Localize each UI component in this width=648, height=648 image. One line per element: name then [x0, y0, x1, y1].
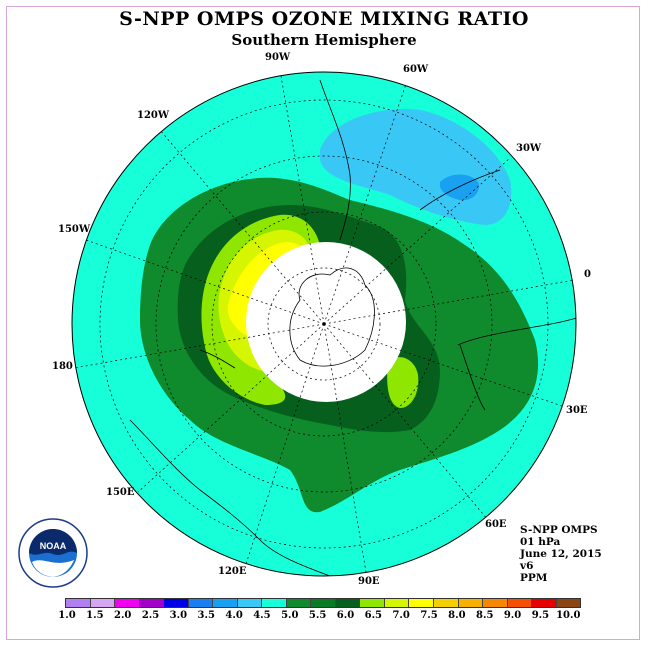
colorbar-segment — [286, 599, 312, 607]
colorbar-segment — [507, 599, 533, 607]
ozone-region-mid-blue — [439, 174, 479, 201]
colorbar-tick-label: 7.0 — [392, 610, 410, 621]
colorbar-tick-label: 3.0 — [169, 610, 188, 621]
lon-label-150w: 150W — [58, 224, 91, 235]
lon-label-30e: 30E — [566, 405, 588, 416]
noaa-logo-icon: NOAA — [18, 518, 88, 588]
colorbar-tick-label: 5.5 — [308, 610, 327, 621]
longitude-grid — [73, 75, 575, 573]
colorbar-segment — [360, 599, 385, 607]
lon-label-90w: 90W — [265, 52, 291, 63]
colorbar-ticks: 1.0 1.5 2.0 2.5 3.0 3.5 4.0 4.5 5.0 5.5 6.0 6.5 7.0 7… — [0, 610, 648, 624]
info-version: v6 — [520, 560, 534, 572]
lon-label-90e: 90E — [358, 576, 380, 587]
colorbar-segment — [409, 599, 434, 607]
colorbar-tick-label: 1.5 — [86, 610, 104, 621]
colorbar-segment — [139, 599, 165, 607]
info-block: S-NPP OMPS 01 hPa June 12, 2015 v6 PPM — [520, 524, 602, 584]
colorbar-segment — [164, 599, 189, 607]
colorbar-tick-label: 6.0 — [336, 610, 355, 621]
colorbar-segment — [483, 599, 508, 607]
colorbar-tick-label: 7.5 — [420, 610, 438, 621]
lon-label-120w: 120W — [137, 110, 170, 121]
colorbar-segment — [384, 599, 410, 607]
colorbar-tick-label: 8.5 — [476, 610, 494, 621]
colorbar-segment — [66, 599, 91, 607]
colorbar-tick-label: 4.0 — [225, 610, 243, 621]
colorbar-segment — [115, 599, 140, 607]
lon-label-30w: 30W — [516, 143, 542, 154]
colorbar-tick-label: 10.0 — [556, 610, 581, 621]
colorbar — [65, 598, 581, 608]
colorbar-segment — [311, 599, 336, 607]
colorbar-segment — [188, 599, 214, 607]
colorbar-segment — [532, 599, 557, 607]
logo-text: NOAA — [40, 541, 67, 551]
colorbar-tick-label: 1.0 — [58, 610, 76, 621]
info-units: PPM — [520, 572, 548, 584]
lon-label-60e: 60E — [485, 519, 507, 530]
coastlines — [129, 79, 576, 576]
colorbar-segment — [433, 599, 459, 607]
info-date: June 12, 2015 — [520, 548, 602, 560]
map-title: S-NPP OMPS OZONE MIXING RATIO — [119, 8, 529, 30]
colorbar-segment — [556, 599, 581, 607]
colorbar-tick-label: 4.5 — [253, 610, 271, 621]
colorbar-tick-label: 2.0 — [113, 610, 132, 621]
latitude-grid — [99, 99, 549, 549]
polar-no-data-disk — [246, 242, 406, 402]
colorbar-segment — [90, 599, 116, 607]
colorbar-tick-label: 5.0 — [281, 610, 299, 621]
colorbar-segment — [335, 599, 361, 607]
colorbar-segment — [213, 599, 238, 607]
lon-label-120e: 120E — [218, 566, 247, 577]
info-instrument: S-NPP OMPS — [520, 524, 598, 536]
colorbar-tick-label: 8.0 — [448, 610, 466, 621]
colorbar-segment — [262, 599, 287, 607]
plot-frame — [6, 6, 640, 640]
lon-label-150e: 150E — [106, 487, 135, 498]
map-subtitle: Southern Hemisphere — [231, 31, 417, 49]
lon-label-180: 180 — [52, 361, 73, 372]
lon-label-0: 0 — [584, 269, 591, 280]
colorbar-tick-label: 9.0 — [503, 610, 522, 621]
colorbar-segment — [458, 599, 484, 607]
colorbar-tick-label: 2.5 — [141, 610, 160, 621]
lon-label-60w: 60W — [403, 64, 429, 75]
colorbar-tick-label: 9.5 — [531, 610, 550, 621]
map-boundary-circle — [71, 71, 577, 577]
colorbar-segment — [237, 599, 263, 607]
ozone-region-yellow-green-east — [387, 357, 419, 408]
info-pressure: 01 hPa — [520, 536, 561, 548]
colorbar-tick-label: 3.5 — [197, 610, 215, 621]
colorbar-tick-label: 6.5 — [364, 610, 383, 621]
